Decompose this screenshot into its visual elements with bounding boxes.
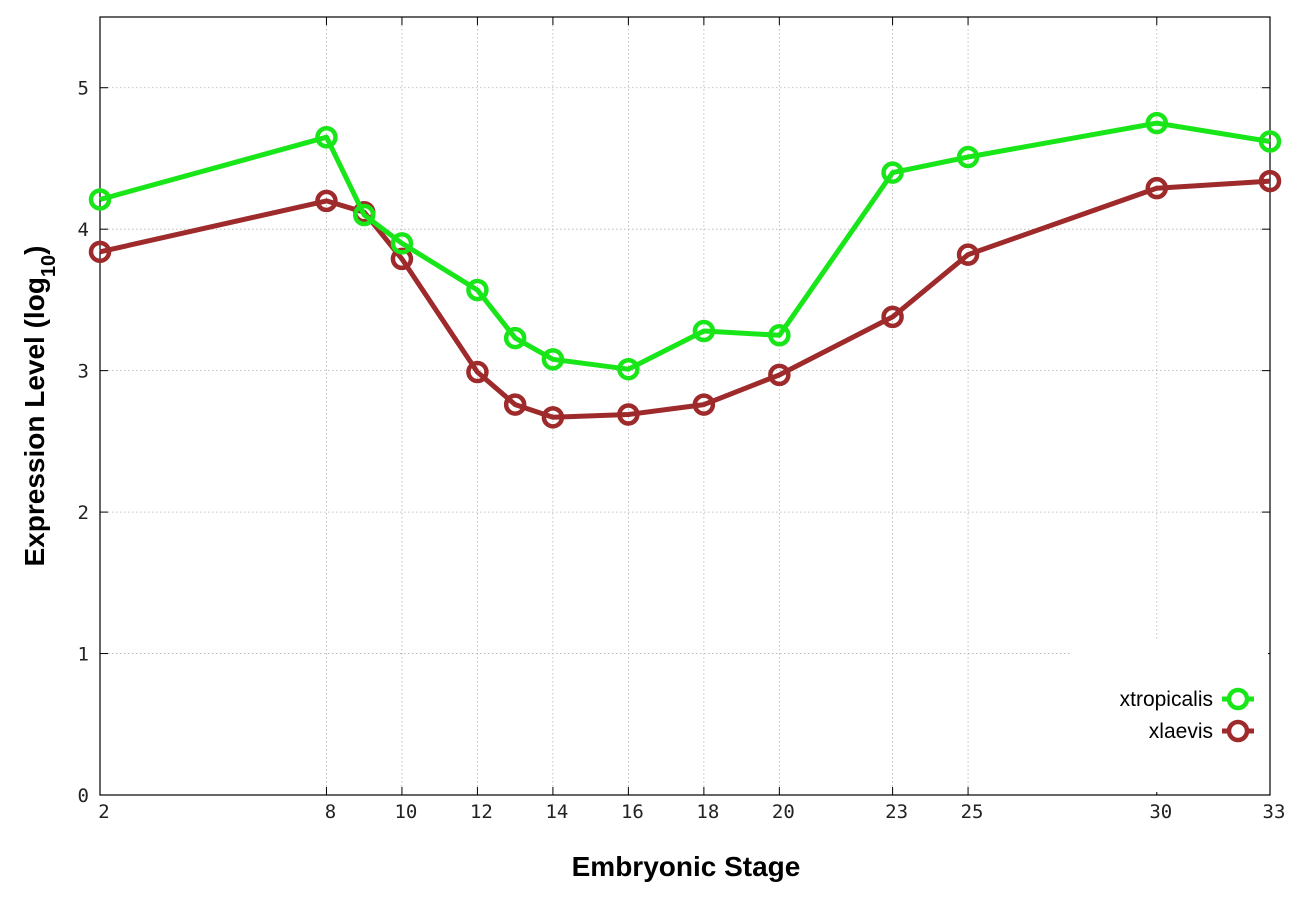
legend-marker-xtropicalis <box>1226 687 1250 711</box>
x-tick-label: 16 <box>621 801 644 823</box>
data-point-xtropicalis <box>692 319 716 343</box>
y-axis-title-subscript: 10 <box>38 255 60 277</box>
series-xtropicalis <box>88 111 1282 381</box>
data-point-xtropicalis <box>88 188 112 211</box>
y-tick-label: 0 <box>78 785 89 807</box>
series-line-xlaevis <box>99 178 1271 420</box>
data-point-xlaevis <box>541 406 565 429</box>
data-point-xlaevis <box>768 363 791 387</box>
x-tick-label: 23 <box>885 801 908 823</box>
data-point-xtropicalis <box>956 145 980 169</box>
data-point-xtropicalis <box>352 203 376 227</box>
data-point-xlaevis <box>88 240 112 264</box>
data-point-xlaevis <box>956 243 980 266</box>
data-point-xtropicalis <box>541 348 565 371</box>
data-point-xlaevis <box>617 403 640 426</box>
data-point-xlaevis <box>692 393 716 416</box>
data-point-xtropicalis <box>881 161 904 184</box>
y-tick-label: 1 <box>78 644 89 666</box>
data-point-xlaevis <box>466 360 489 384</box>
x-tick-label: 8 <box>325 801 336 823</box>
x-axis-title: Embryonic Stage <box>572 851 801 882</box>
legend-label-xtropicalis: xtropicalis <box>1120 688 1213 711</box>
x-tick-label: 25 <box>961 801 984 823</box>
x-tick-label: 20 <box>772 801 795 823</box>
legend-marker-xlaevis <box>1226 719 1250 743</box>
y-tick-label: 5 <box>78 78 89 100</box>
plot-frame <box>99 16 1271 796</box>
data-point-xtropicalis <box>1258 130 1282 153</box>
legend-background <box>1072 640 1268 792</box>
data-point-xlaevis <box>390 247 414 271</box>
x-tick-label: 33 <box>1263 801 1286 823</box>
data-point-xlaevis <box>1145 176 1169 200</box>
y-tick-label: 4 <box>78 219 89 241</box>
data-point-xtropicalis <box>315 125 338 149</box>
data-point-xtropicalis <box>503 326 527 350</box>
x-tick-label: 14 <box>545 801 568 823</box>
y-tick-label: 2 <box>78 502 89 524</box>
series-lines <box>88 111 1282 429</box>
data-point-xlaevis <box>1258 169 1282 193</box>
x-tick-label: 2 <box>98 801 109 823</box>
y-tick-label: 3 <box>78 361 89 383</box>
x-tick-label: 10 <box>394 801 417 823</box>
data-point-xlaevis <box>881 305 904 329</box>
legend-label-xlaevis: xlaevis <box>1149 720 1213 743</box>
data-point-xlaevis <box>315 189 338 213</box>
legend: xtropicalis xlaevis <box>1072 640 1268 792</box>
data-point-xtropicalis <box>466 278 489 302</box>
data-point-xtropicalis <box>768 324 791 347</box>
data-point-xtropicalis <box>617 357 640 381</box>
x-tick-label: 18 <box>696 801 719 823</box>
series-xlaevis <box>88 169 1282 429</box>
data-point-xlaevis <box>503 393 527 416</box>
y-axis-title: Expression Level (log10) <box>19 246 60 567</box>
x-tick-label: 12 <box>470 801 493 823</box>
data-point-xtropicalis <box>390 232 414 255</box>
data-point-xtropicalis <box>1145 111 1169 135</box>
series-line-xtropicalis <box>99 120 1271 372</box>
x-tick-label: 30 <box>1149 801 1172 823</box>
y-axis-title-main: Expression Level (log <box>19 277 50 566</box>
grid <box>100 17 1270 795</box>
y-axis-title-close: ) <box>19 246 50 255</box>
